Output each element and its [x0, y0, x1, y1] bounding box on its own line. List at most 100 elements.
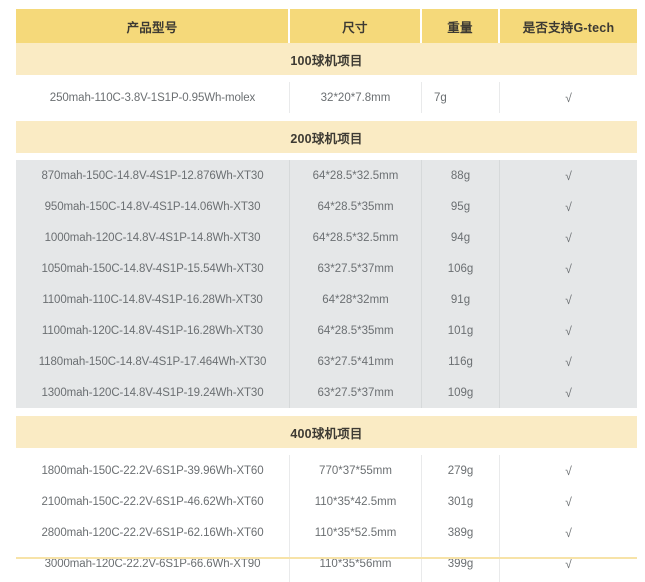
cell-gtech: √ — [500, 222, 637, 253]
cell-weight: 389g — [422, 517, 500, 548]
cell-model: 1180mah-150C-14.8V-4S1P-17.464Wh-XT30 — [16, 346, 290, 377]
cell-model: 1050mah-150C-14.8V-4S1P-15.54Wh-XT30 — [16, 253, 290, 284]
cell-model: 1000mah-120C-14.8V-4S1P-14.8Wh-XT30 — [16, 222, 290, 253]
cell-weight: 109g — [422, 377, 500, 408]
section-title: 100球机项目 — [16, 43, 637, 75]
cell-size: 32*20*7.8mm — [290, 82, 422, 113]
cell-weight: 279g — [422, 455, 500, 486]
table-body: 100球机项目 250mah-110C-3.8V-1S1P-0.95Wh-mole… — [16, 43, 637, 582]
cell-size: 63*27.5*37mm — [290, 377, 422, 408]
cell-weight: 116g — [422, 346, 500, 377]
cell-model: 950mah-150C-14.8V-4S1P-14.06Wh-XT30 — [16, 191, 290, 222]
section-gap — [16, 408, 637, 416]
section-header-row: 200球机项目 — [16, 121, 637, 153]
cell-model: 2100mah-150C-22.2V-6S1P-46.62Wh-XT60 — [16, 486, 290, 517]
cell-size: 64*28.5*35mm — [290, 315, 422, 346]
cell-weight: 7g — [422, 82, 500, 113]
section-header-row: 400球机项目 — [16, 416, 637, 448]
cell-model: 1100mah-120C-14.8V-4S1P-16.28Wh-XT30 — [16, 315, 290, 346]
column-header-size: 尺寸 — [290, 9, 422, 43]
gtech-supported-check-icon: √ — [565, 168, 572, 183]
table-row: 870mah-150C-14.8V-4S1P-12.876Wh-XT30 64*2… — [16, 160, 637, 191]
product-specification-table: 产品型号 尺寸 重量 是否支持G-tech 100球机项目 250mah-110C… — [16, 9, 637, 582]
table-row: 3000mah-120C-22.2V-6S1P-66.6Wh-XT90 110*3… — [16, 548, 637, 579]
cell-size: 64*28*32mm — [290, 284, 422, 315]
cell-size: 64*28.5*35mm — [290, 191, 422, 222]
section-top-gap — [16, 448, 637, 455]
table-row: 1100mah-110C-14.8V-4S1P-16.28Wh-XT30 64*2… — [16, 284, 637, 315]
table-header: 产品型号 尺寸 重量 是否支持G-tech — [16, 9, 637, 43]
table-row: 1050mah-150C-14.8V-4S1P-15.54Wh-XT30 63*2… — [16, 253, 637, 284]
table-row: 1300mah-120C-14.8V-4S1P-19.24Wh-XT30 63*2… — [16, 377, 637, 408]
table-bottom-rule — [16, 557, 637, 559]
cell-gtech: √ — [500, 346, 637, 377]
section-title: 400球机项目 — [16, 416, 637, 448]
cell-weight: 399g — [422, 548, 500, 579]
section-title: 200球机项目 — [16, 121, 637, 153]
gtech-supported-check-icon: √ — [565, 323, 572, 338]
table-header-row: 产品型号 尺寸 重量 是否支持G-tech — [16, 9, 637, 43]
cell-weight: 101g — [422, 315, 500, 346]
cell-gtech: √ — [500, 579, 637, 582]
column-header-weight: 重量 — [422, 9, 500, 43]
section-header-row: 100球机项目 — [16, 43, 637, 75]
table-row: 950mah-150C-14.8V-4S1P-14.06Wh-XT30 64*28… — [16, 191, 637, 222]
cell-gtech: √ — [500, 160, 637, 191]
section-top-gap-cell — [16, 448, 637, 455]
table-row: 1000mah-120C-14.8V-4S1P-14.8Wh-XT30 64*28… — [16, 222, 637, 253]
cell-gtech: √ — [500, 548, 637, 579]
cell-gtech: √ — [500, 82, 637, 113]
cell-size: 110*35*56mm — [290, 579, 422, 582]
cell-gtech: √ — [500, 455, 637, 486]
cell-gtech: √ — [500, 284, 637, 315]
cell-model: 1300mah-120C-14.8V-4S1P-19.24Wh-XT30 — [16, 377, 290, 408]
table-row: 1800mah-150C-22.2V-6S1P-39.96Wh-XT60 770*… — [16, 455, 637, 486]
cell-gtech: √ — [500, 315, 637, 346]
table-row: 250mah-110C-3.8V-1S1P-0.95Wh-molex 32*20*… — [16, 82, 637, 113]
gtech-supported-check-icon: √ — [565, 556, 572, 571]
gtech-supported-check-icon: √ — [565, 354, 572, 369]
cell-size: 64*28.5*32.5mm — [290, 222, 422, 253]
table-row: 2800mah-120C-22.2V-6S1P-62.16Wh-XT60 110*… — [16, 517, 637, 548]
gtech-supported-check-icon: √ — [565, 463, 572, 478]
cell-size: 110*35*42.5mm — [290, 486, 422, 517]
gtech-supported-check-icon: √ — [565, 199, 572, 214]
cell-weight: 106g — [422, 253, 500, 284]
table-row: 1180mah-150C-14.8V-4S1P-17.464Wh-XT30 63*… — [16, 346, 637, 377]
gtech-supported-check-icon: √ — [565, 525, 572, 540]
cell-weight: 88g — [422, 160, 500, 191]
gtech-supported-check-icon: √ — [565, 261, 572, 276]
cell-weight: 94g — [422, 222, 500, 253]
cell-model: 2800mah-120C-22.2V-6S1P-62.16Wh-XT60 — [16, 517, 290, 548]
cell-model: 1800mah-150C-22.2V-6S1P-39.96Wh-XT60 — [16, 455, 290, 486]
cell-size: 63*27.5*41mm — [290, 346, 422, 377]
cell-weight: 301g — [422, 486, 500, 517]
gtech-supported-check-icon: √ — [565, 292, 572, 307]
cell-size: 110*35*56mm — [290, 548, 422, 579]
gtech-supported-check-icon: √ — [565, 230, 572, 245]
cell-gtech: √ — [500, 191, 637, 222]
cell-gtech: √ — [500, 486, 637, 517]
section-gap-cell — [16, 408, 637, 416]
gtech-supported-check-icon: √ — [565, 385, 572, 400]
gtech-supported-check-icon: √ — [565, 90, 572, 105]
cell-model: 870mah-150C-14.8V-4S1P-12.876Wh-XT30 — [16, 160, 290, 191]
table-row: 2100mah-150C-22.2V-6S1P-46.62Wh-XT60 110*… — [16, 486, 637, 517]
cell-gtech: √ — [500, 377, 637, 408]
cell-model: 3000mah-120C-22.2V-6S1P-66.6Wh-XT60 — [16, 579, 290, 582]
cell-weight: 392g — [422, 579, 500, 582]
cell-weight: 91g — [422, 284, 500, 315]
section-top-gap-cell — [16, 75, 637, 82]
cell-size: 63*27.5*37mm — [290, 253, 422, 284]
column-header-gtech: 是否支持G-tech — [500, 9, 637, 43]
cell-model: 250mah-110C-3.8V-1S1P-0.95Wh-molex — [16, 82, 290, 113]
cell-size: 64*28.5*32.5mm — [290, 160, 422, 191]
gtech-supported-check-icon: √ — [565, 494, 572, 509]
cell-gtech: √ — [500, 517, 637, 548]
cell-weight: 95g — [422, 191, 500, 222]
section-top-gap-cell — [16, 153, 637, 160]
cell-gtech: √ — [500, 253, 637, 284]
section-top-gap — [16, 75, 637, 82]
table-row: 3000mah-120C-22.2V-6S1P-66.6Wh-XT60110*3… — [16, 579, 637, 582]
cell-model: 1100mah-110C-14.8V-4S1P-16.28Wh-XT30 — [16, 284, 290, 315]
